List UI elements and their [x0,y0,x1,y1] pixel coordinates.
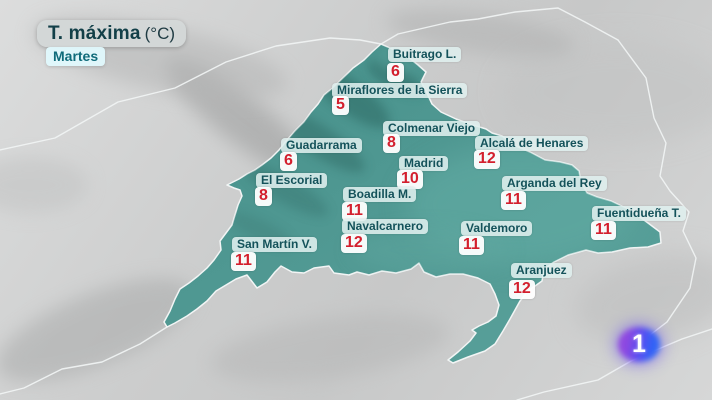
city-temp-value: 12 [509,280,535,299]
province-border-line [0,37,382,151]
city-label: Aranjuez [511,263,572,278]
province-border-line [0,326,168,395]
map-title: T. máxima (°C) [37,20,187,47]
tve-la1-logo-glow [618,327,660,362]
city-temp-value: 8 [255,187,272,206]
city-temp-value: 12 [341,234,367,253]
city-temp-value: 5 [332,96,349,115]
city-label: San Martín V. [232,237,317,252]
city-temp-value: 6 [280,152,297,171]
city-label: Valdemoro [461,221,533,236]
city-label: Miraflores de la Sierra [332,83,468,98]
day-label: Martes [46,47,106,66]
province-border-lines [0,7,712,400]
province-border-line [617,39,697,339]
city-label: Boadilla M. [343,187,417,202]
city-temp-value: 8 [383,134,400,153]
city-label: Fuentidueña T. [592,206,686,221]
city-temp-value: 11 [459,236,484,255]
city-label: Arganda del Rey [502,176,607,191]
city-label: Madrid [399,156,449,171]
city-label: Navalcarnero [342,219,429,234]
city-label: Colmenar Viejo [383,121,481,136]
city-temp-value: 11 [342,202,367,221]
city-label: Alcalá de Henares [475,136,589,151]
city-label: Buitrago L. [388,47,462,62]
map-title-unit: (°C) [144,23,176,43]
city-temp-value: 11 [231,252,256,271]
province-border-line [516,328,712,400]
tve-la1-logo-number: 1 [632,330,646,358]
city-label: Guadarrama [281,138,362,153]
city-temp-value: 12 [474,150,500,169]
city-temp-value: 6 [387,63,404,82]
city-temp-value: 11 [501,191,526,210]
city-temp-value: 10 [397,170,423,189]
city-label: El Escorial [256,173,328,188]
map-title-text: T. máxima [48,22,141,44]
tve-la1-logo: 1 [618,327,660,362]
city-temp-value: 11 [591,221,616,240]
province-border-line [380,7,619,45]
